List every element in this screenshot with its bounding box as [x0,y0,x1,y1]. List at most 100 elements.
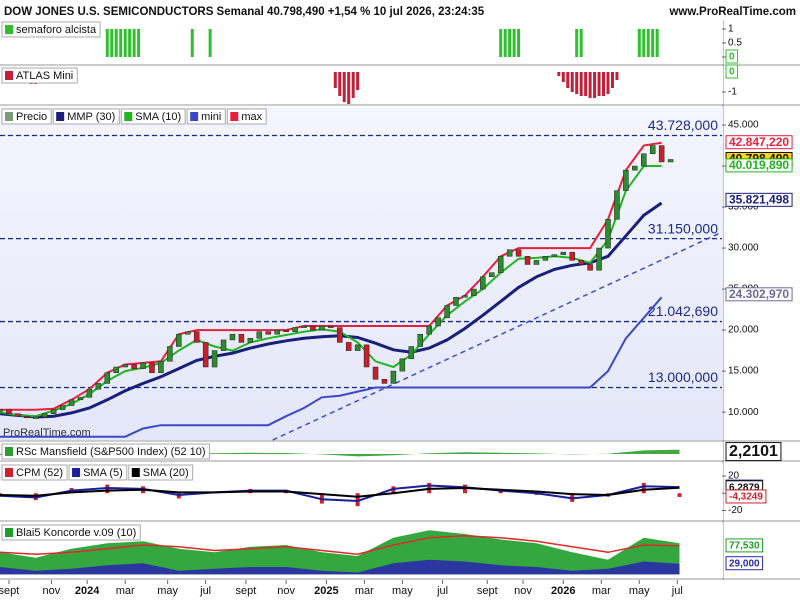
y-tick-label: -1 [728,87,737,98]
candle [542,256,549,261]
candle [471,288,477,296]
candle [354,344,361,351]
legend-swatch [56,112,65,121]
bar [190,28,194,57]
candle [193,331,200,343]
readout-box [725,64,739,79]
candle [122,364,128,368]
candle [77,397,84,401]
candle [345,342,352,351]
x-tick-label: may [392,585,413,597]
legend-label: semaforo alcista [16,24,97,36]
legend-box [1,464,68,481]
bar [503,28,507,57]
readout-box [725,158,793,173]
candle [417,333,423,347]
legend-swatch [5,468,13,477]
candle [95,383,102,390]
y-tick-label: 20.000 [728,325,759,336]
bar [517,28,521,57]
series-line [0,535,680,555]
x-tick-label: sept [235,585,256,597]
readout-label: 0 [729,67,735,78]
candle [596,247,602,271]
legend-box [1,21,101,38]
legend-swatch [190,112,199,121]
bar [128,28,132,57]
legend-label: CPM (52) [16,467,63,479]
candle [220,339,227,351]
level-label: 13.000,000 [648,369,718,385]
candle [506,249,513,257]
legend-box [1,443,211,460]
legend-label: Precio [16,111,47,123]
candle [68,399,75,406]
series-line [0,201,663,419]
bar [575,72,579,94]
candle [319,325,325,331]
legend-label: SMA (20) [143,467,189,479]
candle [0,409,3,412]
legend-box [128,464,194,481]
candle [301,325,307,328]
candle [480,276,486,290]
readout-label: 40.019,890 [729,158,789,172]
bar [579,28,583,57]
candle [444,305,450,319]
candle [176,333,182,347]
panel-bg [0,66,723,104]
y-tick-label: 30.000 [728,243,759,254]
candle [363,344,370,368]
bar [114,28,118,57]
bar [355,493,360,507]
legend-swatch [72,468,81,477]
candle [587,264,593,271]
bar [584,72,588,96]
bar [641,482,646,494]
readout-box [725,538,764,553]
candle [641,153,647,167]
candle [158,361,164,373]
bar [677,493,682,497]
x-tick-label: nov [277,585,295,597]
level-label: 21.042,690 [648,303,718,319]
candle [426,325,432,335]
x-tick-label: mar [592,585,611,597]
trend-line [272,231,723,441]
legend-box [1,524,141,541]
bar [119,28,123,57]
candle [202,342,209,368]
x-tick-label: nov [43,585,61,597]
bar [615,72,619,80]
legend-swatch [5,447,13,456]
bar [610,72,614,88]
x-tick-label: 2026 [551,585,575,597]
candle [283,329,289,332]
bar [593,72,597,98]
candle [238,333,245,343]
header-site[interactable]: www.ProRealTime.com [668,6,796,18]
readout-label: 2,2101 [729,443,778,460]
x-tick-label: may [157,585,178,597]
level-label: 31.150,000 [648,220,718,236]
legend-label: SMA (10) [135,111,181,123]
candle [104,372,111,384]
candle [24,415,30,419]
candle [33,416,39,419]
bar [637,28,641,57]
candle [86,388,93,398]
legend-box [52,108,120,125]
bar [110,28,114,57]
readout-box [725,49,739,64]
legend-swatch [124,112,133,121]
legend-box [1,67,78,84]
readout-label: 35.821,498 [729,192,789,206]
candle [614,190,620,220]
x-tick-label: mar [355,585,374,597]
readout-box [725,442,782,462]
legend-label: MMP (30) [67,111,115,123]
candle [59,405,66,410]
bar [105,28,109,57]
candle [6,409,12,415]
series-line [0,486,680,498]
